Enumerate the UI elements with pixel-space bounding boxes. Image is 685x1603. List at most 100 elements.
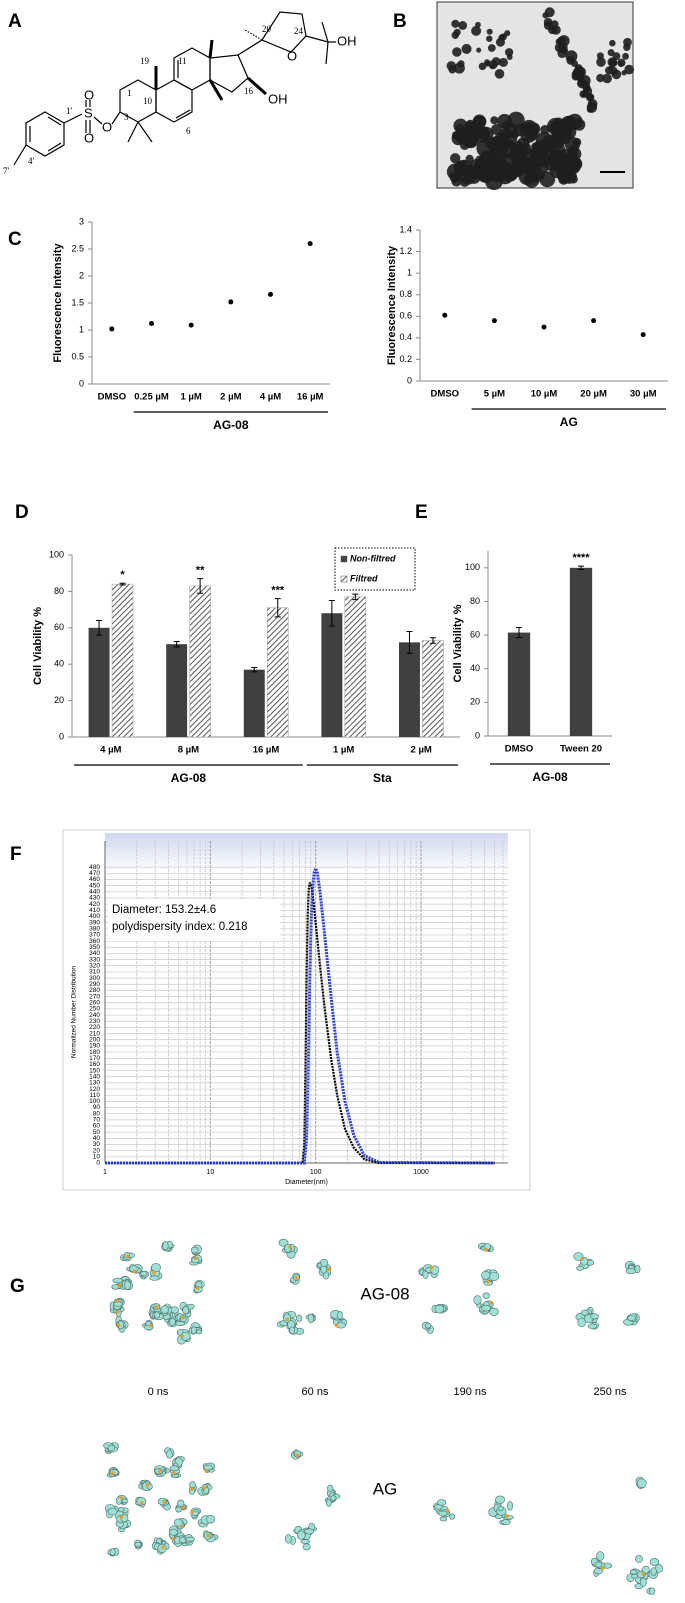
y-tick-label: 60 bbox=[54, 622, 64, 632]
y-tick-label: 260 bbox=[89, 999, 100, 1006]
bar bbox=[111, 583, 134, 738]
molecule bbox=[151, 1262, 161, 1272]
particle bbox=[609, 39, 616, 47]
molecule bbox=[189, 1481, 196, 1489]
particle bbox=[475, 21, 481, 28]
molecule bbox=[641, 1565, 650, 1574]
particle bbox=[621, 70, 627, 76]
molecule bbox=[177, 1499, 185, 1508]
group-label: AG-08 bbox=[213, 418, 249, 432]
bar bbox=[243, 669, 265, 737]
molecule bbox=[121, 1498, 129, 1504]
atom bbox=[111, 1471, 115, 1475]
particle bbox=[506, 54, 513, 60]
time-label: 190 ns bbox=[453, 1386, 487, 1398]
molecule bbox=[501, 1519, 511, 1525]
atom-label: O bbox=[102, 119, 112, 134]
atom bbox=[139, 1501, 144, 1505]
molecule bbox=[168, 1317, 176, 1326]
molecule bbox=[580, 1309, 589, 1316]
molecule bbox=[289, 1326, 296, 1335]
x-tick-label: 1 bbox=[103, 1169, 107, 1176]
particle bbox=[542, 12, 549, 19]
particle bbox=[515, 159, 529, 174]
atom bbox=[161, 1545, 165, 1550]
molecule bbox=[169, 1528, 178, 1536]
y-tick-label: 0 bbox=[79, 378, 84, 388]
particle bbox=[486, 35, 493, 43]
particle bbox=[540, 124, 550, 135]
x-tick-label: 2 µM bbox=[220, 392, 241, 403]
particle bbox=[453, 118, 468, 133]
x-tick-label: 1 µM bbox=[181, 392, 202, 403]
particle bbox=[504, 139, 515, 150]
y-tick-label: 450 bbox=[89, 882, 100, 889]
atom bbox=[334, 1323, 339, 1328]
particle bbox=[478, 62, 487, 71]
particle bbox=[535, 131, 553, 149]
error-bar bbox=[251, 666, 258, 673]
molecule bbox=[326, 1498, 332, 1507]
y-tick-label: 160 bbox=[89, 1061, 100, 1068]
x-tick-label: 20 µM bbox=[580, 389, 607, 400]
particle bbox=[478, 166, 496, 184]
molecule bbox=[495, 1495, 506, 1504]
particle bbox=[476, 47, 482, 53]
molecule bbox=[625, 1268, 636, 1275]
atom-number: 4' bbox=[28, 156, 35, 166]
y-axis-label: Cell Viability % bbox=[452, 604, 464, 682]
particle bbox=[572, 137, 582, 147]
particle bbox=[602, 73, 612, 84]
molecule bbox=[449, 1513, 455, 1520]
atom-number: 10 bbox=[143, 96, 153, 106]
particle bbox=[522, 148, 538, 163]
molecule bbox=[304, 1528, 315, 1535]
particle bbox=[596, 52, 604, 60]
series-line bbox=[105, 882, 495, 1165]
y-tick-label: 50 bbox=[93, 1129, 101, 1136]
y-tick-label: 0.4 bbox=[399, 332, 412, 342]
bar bbox=[422, 640, 444, 738]
molecule bbox=[481, 1304, 492, 1312]
molecule bbox=[434, 1304, 445, 1314]
molecule bbox=[134, 1542, 142, 1548]
bar bbox=[344, 596, 367, 738]
y-tick-label: 150 bbox=[89, 1067, 100, 1074]
atom-label: O bbox=[84, 87, 94, 102]
particle bbox=[446, 61, 456, 71]
y-tick-label: 280 bbox=[89, 987, 100, 994]
y-tick-label: 40 bbox=[54, 659, 64, 669]
y-tick-label: 300 bbox=[89, 975, 100, 982]
y-tick-label: 230 bbox=[89, 1018, 100, 1025]
molecule bbox=[140, 1270, 148, 1277]
y-tick-label: 2 bbox=[79, 270, 84, 280]
y-tick-label: 340 bbox=[89, 950, 100, 957]
particle bbox=[543, 17, 553, 27]
molecule bbox=[111, 1284, 120, 1290]
atom bbox=[117, 1283, 122, 1288]
y-tick-label: 30 bbox=[93, 1141, 101, 1148]
x-tick-label: DMSO bbox=[431, 389, 460, 400]
particle bbox=[611, 69, 622, 80]
y-tick-label: 1 bbox=[79, 324, 84, 334]
y-tick-label: 170 bbox=[89, 1055, 100, 1062]
legend-label: Filtred bbox=[350, 573, 378, 583]
molecule bbox=[160, 1305, 169, 1314]
molecule bbox=[154, 1311, 160, 1319]
significance-label: **** bbox=[572, 552, 590, 564]
molecule bbox=[507, 1501, 514, 1511]
atom bbox=[190, 1510, 194, 1514]
chemical-structure bbox=[13, 11, 336, 166]
y-tick-label: 400 bbox=[89, 913, 100, 920]
simulation-snapshots bbox=[103, 1238, 664, 1595]
group-label: AG bbox=[560, 415, 578, 429]
y-tick-label: 2.5 bbox=[71, 243, 84, 253]
particle bbox=[551, 126, 560, 135]
molecule bbox=[639, 1577, 647, 1587]
atom-number: 1 bbox=[127, 88, 132, 98]
y-tick-label: 240 bbox=[89, 1012, 100, 1019]
dot bbox=[541, 324, 547, 330]
molecule bbox=[109, 1548, 116, 1556]
y-tick-label: 60 bbox=[93, 1123, 101, 1130]
x-tick-label: Tween 20 bbox=[560, 744, 602, 755]
